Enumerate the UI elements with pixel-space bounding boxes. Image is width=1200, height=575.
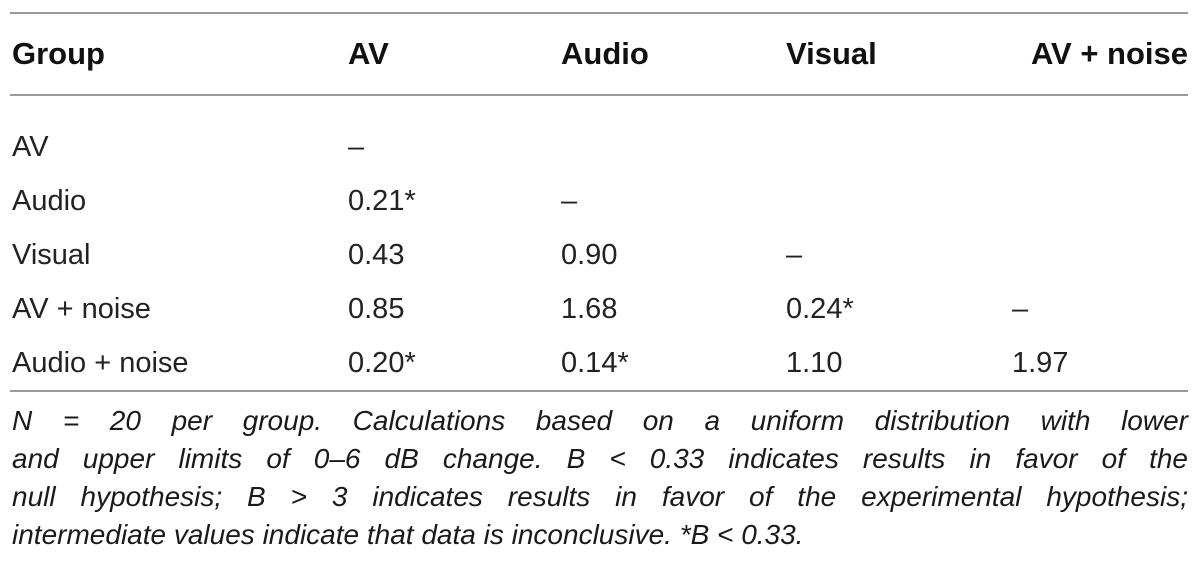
- table-cell: 0.43: [348, 238, 405, 271]
- header-visual: Visual: [786, 36, 877, 71]
- row-label: Audio: [12, 184, 87, 217]
- header-rule: [10, 94, 1188, 96]
- table-row: Audio 0.21* –: [12, 174, 1188, 228]
- table-cell: –: [786, 238, 803, 271]
- row-label: AV + noise: [12, 292, 151, 325]
- bottom-rule: [10, 390, 1188, 392]
- table-cell: [786, 174, 1012, 228]
- table-row: Audio + noise 0.20* 0.14* 1.10 1.97: [12, 336, 1188, 390]
- header-row: Group AV Audio Visual AV + noise: [12, 14, 1188, 94]
- table-cell: 0.24*: [786, 292, 854, 325]
- footnote-line: null hypothesis; B > 3 indicates results…: [12, 481, 1188, 512]
- table-cell: 1.10: [786, 346, 843, 379]
- table-row: Visual 0.43 0.90 –: [12, 228, 1188, 282]
- table-cell: [561, 94, 786, 174]
- header-av-noise: AV + noise: [1030, 36, 1188, 71]
- table-cell: –: [561, 184, 578, 217]
- table-cell: 0.90: [561, 238, 618, 271]
- table-row: AV –: [12, 94, 1188, 174]
- row-label: Visual: [12, 238, 91, 271]
- header-av: AV: [348, 36, 389, 71]
- top-rule: [10, 12, 1188, 14]
- table-cell: [1012, 94, 1188, 174]
- table-cell: 1.68: [561, 292, 618, 325]
- table-footnote: N = 20 per group. Calculations based on …: [12, 402, 1188, 554]
- table-cell: 0.21*: [348, 184, 416, 217]
- table-cell: 0.85: [348, 292, 405, 325]
- table-cell: [1012, 228, 1188, 282]
- footnote-line: intermediate values indicate that data i…: [12, 519, 804, 550]
- footnote-line: and upper limits of 0–6 dB change. B < 0…: [12, 443, 1188, 474]
- table-row: AV + noise 0.85 1.68 0.24* –: [12, 282, 1188, 336]
- bayes-factor-table: Group AV Audio Visual AV + noise AV – Au…: [12, 14, 1188, 390]
- row-label: Audio + noise: [12, 346, 189, 379]
- header-group: Group: [12, 36, 105, 71]
- table-cell: 0.14*: [561, 346, 629, 379]
- table-cell: 0.20*: [348, 346, 416, 379]
- table-cell: [786, 94, 1012, 174]
- table-cell: –: [348, 130, 365, 163]
- row-label: AV: [12, 130, 49, 163]
- table-cell: –: [1012, 292, 1029, 325]
- header-audio: Audio: [561, 36, 649, 71]
- table-cell: 1.97: [1012, 346, 1069, 379]
- table-cell: [1012, 174, 1188, 228]
- footnote-line: N = 20 per group. Calculations based on …: [12, 405, 1188, 436]
